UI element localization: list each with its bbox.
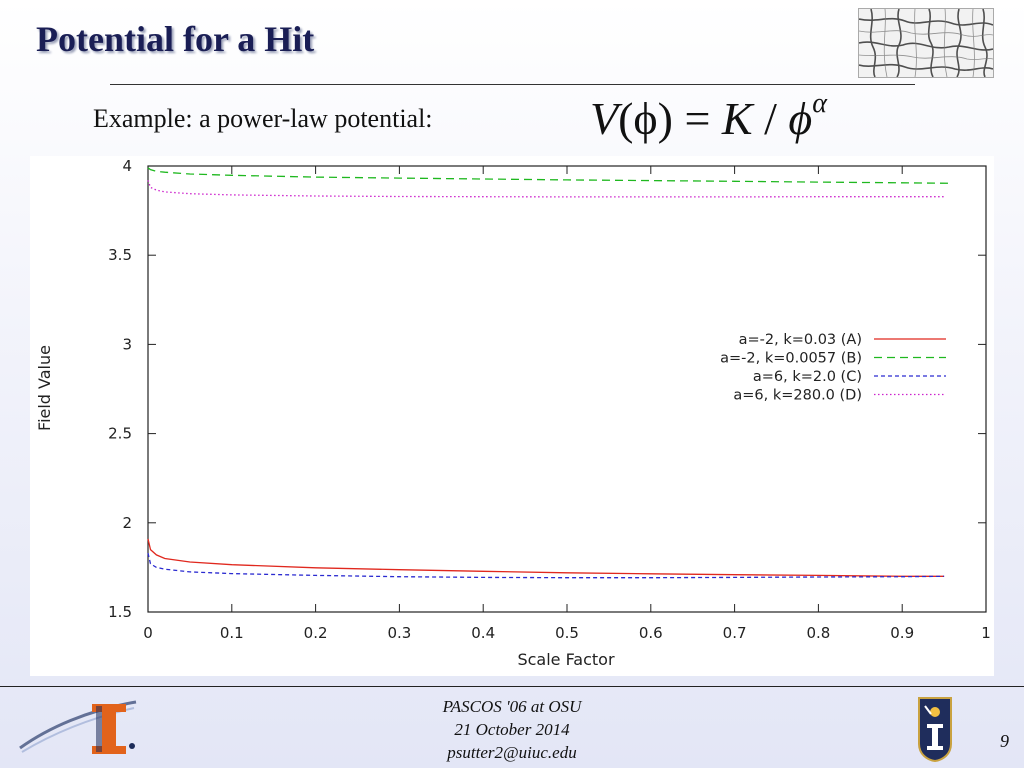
page-number: 9: [1000, 731, 1009, 751]
y-tick-label: 2.5: [108, 425, 132, 443]
x-tick-label: 0.6: [639, 624, 663, 642]
formula-exponent: α: [812, 88, 827, 119]
cosmic-web-image: [858, 8, 994, 78]
slide-subtitle: Example: a power-law potential:: [93, 104, 433, 133]
slide-title: Potential for a Hit: [36, 19, 315, 59]
x-tick-label: 0.8: [806, 624, 830, 642]
chart-legend: a=-2, k=0.03 (A) a=-2, k=0.0057 (B) a=6, k…: [720, 332, 946, 404]
formula-phi: ϕ: [788, 93, 813, 144]
x-tick-label: 0.3: [387, 624, 411, 642]
field-value-chart: 0 0.1 0.2 0.3 0.4 0.5 0.6 0.7 0.8 0.9 1 1.5 2 2.5 3 3.5…: [30, 156, 994, 676]
x-tick-label: 0.9: [890, 624, 914, 642]
formula-k: K: [721, 93, 753, 144]
formula-lhs: V: [590, 93, 619, 144]
x-tick-label: 0.4: [471, 624, 495, 642]
series-line-c: [147, 552, 945, 579]
y-tick-label: 3.5: [108, 246, 132, 264]
x-tick-label: 0.7: [723, 624, 747, 642]
x-axis-label: Scale Factor: [517, 650, 615, 669]
chart-svg: 0 0.1 0.2 0.3 0.4 0.5 0.6 0.7 0.8 0.9 1 1.5 2 2.5 3 3.5…: [35, 157, 991, 669]
x-tick-label: 1: [981, 624, 991, 642]
x-tick-label: 0.5: [555, 624, 579, 642]
legend-label: a=-2, k=0.03 (A): [739, 332, 862, 348]
formula-arg: (ϕ): [618, 93, 673, 144]
y-axis-label: Field Value: [35, 345, 54, 431]
title-divider: [110, 84, 915, 85]
y-tick-label: 3: [122, 335, 132, 353]
x-tick-label: 0.2: [304, 624, 328, 642]
chart-series: [147, 167, 953, 579]
legend-label: a=6, k=2.0 (C): [753, 369, 862, 385]
illinois-i-logo: [18, 694, 138, 760]
y-tick-label: 4: [122, 157, 132, 175]
x-tick-label: 0.1: [220, 624, 244, 642]
potential-formula: V(ϕ) = K / ϕα: [590, 88, 827, 145]
y-tick-label: 2: [122, 514, 132, 532]
legend-label: a=6, k=280.0 (D): [733, 388, 862, 404]
series-line-b: [147, 167, 953, 184]
formula-equals: =: [684, 93, 711, 144]
series-line-d: [147, 180, 945, 198]
footer-divider: [0, 686, 1024, 687]
x-tick-label: 0: [143, 624, 153, 642]
series-line-a: [147, 538, 945, 577]
footer-info: PASCOS '06 at OSU 21 October 2014 psutte…: [362, 695, 662, 764]
legend-label: a=-2, k=0.0057 (B): [720, 351, 862, 367]
y-tick-label: 1.5: [108, 603, 132, 621]
footer-email: psutter2@uiuc.edu: [447, 743, 577, 762]
formula-slash: /: [764, 93, 777, 144]
chart-axes: 0 0.1 0.2 0.3 0.4 0.5 0.6 0.7 0.8 0.9 1 1.5 2 2.5 3 3.5…: [108, 157, 991, 642]
footer-conference: PASCOS '06 at OSU: [442, 697, 582, 716]
university-seal-logo: [915, 694, 955, 763]
footer-date: 21 October 2014: [454, 720, 570, 739]
